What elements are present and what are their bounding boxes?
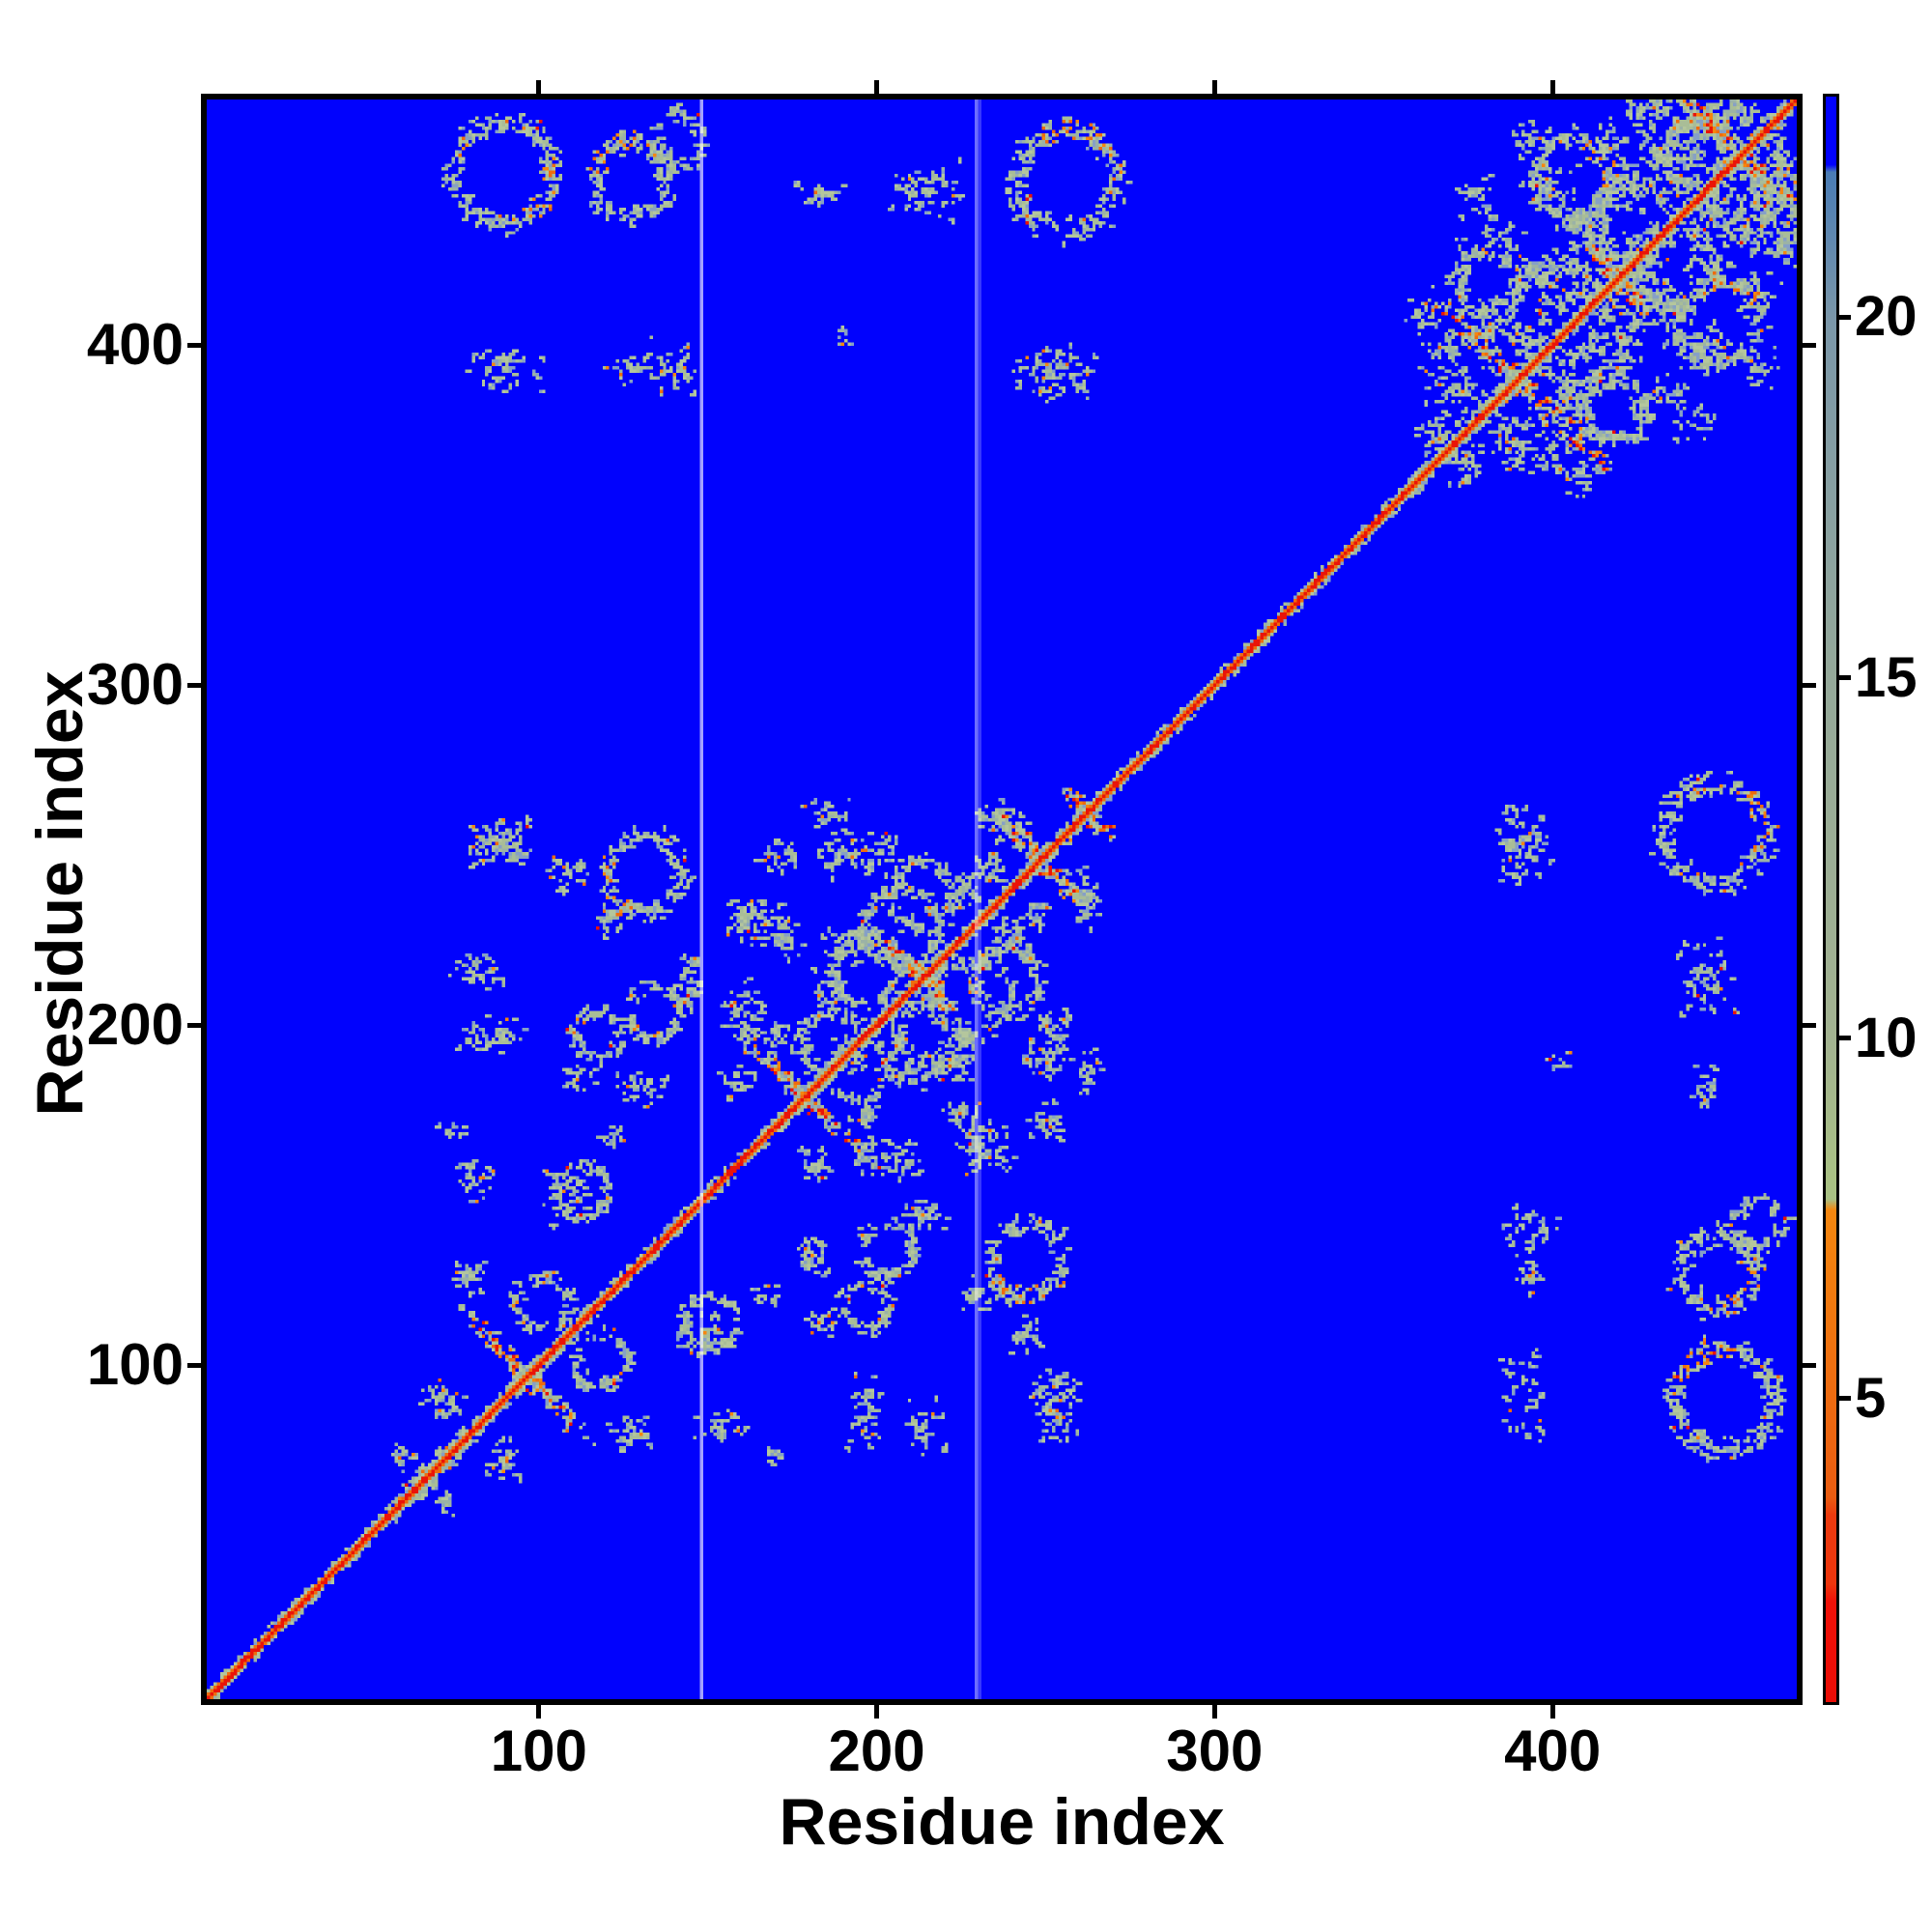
y-axis-label: Residue index xyxy=(23,670,97,1117)
x-tick-label: 100 xyxy=(490,1719,587,1783)
y-tick-left xyxy=(187,342,201,348)
colorbar-tick-label: 5 xyxy=(1855,1366,1887,1430)
y-tick-left xyxy=(187,682,201,688)
y-tick-right xyxy=(1803,682,1816,688)
x-tick-bottom xyxy=(1549,1705,1555,1719)
plot-area xyxy=(201,94,1803,1705)
x-tick-bottom xyxy=(874,1705,880,1719)
x-tick-top xyxy=(874,80,880,94)
x-tick-label: 200 xyxy=(828,1719,925,1783)
y-tick-label: 100 xyxy=(86,1332,184,1398)
colorbar xyxy=(1823,94,1839,1705)
y-tick-label: 300 xyxy=(86,652,184,718)
colorbar-tick xyxy=(1839,1036,1851,1041)
x-axis-label: Residue index xyxy=(779,1785,1225,1859)
x-tick-bottom xyxy=(1211,1705,1217,1719)
y-tick-right xyxy=(1803,1362,1816,1368)
x-tick-top xyxy=(1549,80,1555,94)
y-tick-left xyxy=(187,1362,201,1368)
colorbar-tick xyxy=(1839,314,1851,320)
y-tick-right xyxy=(1803,342,1816,348)
x-tick-label: 400 xyxy=(1504,1719,1602,1783)
x-tick-label: 300 xyxy=(1166,1719,1264,1783)
colorbar-tick-label: 10 xyxy=(1855,1006,1918,1069)
colorbar-tick-label: 15 xyxy=(1855,645,1918,709)
y-tick-label: 400 xyxy=(86,312,184,378)
colorbar-tick-label: 20 xyxy=(1855,285,1918,349)
x-tick-top xyxy=(536,80,542,94)
heatmap-canvas xyxy=(207,99,1797,1699)
colorbar-tick xyxy=(1839,1396,1851,1402)
y-tick-label: 200 xyxy=(86,992,184,1058)
y-tick-left xyxy=(187,1022,201,1028)
colorbar-tick xyxy=(1839,675,1851,680)
x-tick-top xyxy=(1211,80,1217,94)
x-tick-bottom xyxy=(536,1705,542,1719)
y-tick-right xyxy=(1803,1022,1816,1028)
